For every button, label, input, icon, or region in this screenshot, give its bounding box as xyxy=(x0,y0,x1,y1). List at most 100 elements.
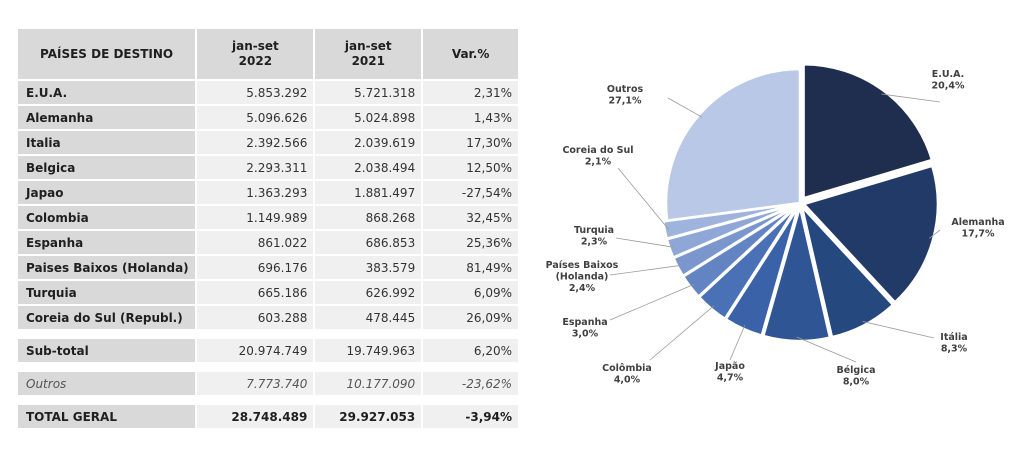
slice-label: Turquia 2,3% xyxy=(574,225,614,248)
cell-y2021: 868.268 xyxy=(313,206,422,231)
cell-y2022: 20.974.749 xyxy=(195,339,314,364)
table-body: E.U.A. 5.853.292 5.721.318 2,31% Alemanha 5.0… xyxy=(18,81,518,430)
row-separator xyxy=(18,364,518,372)
cell-y2021: 1.881.497 xyxy=(313,181,422,206)
slice-label: Colômbia 4,0% xyxy=(602,363,652,386)
slice-label: Bélgica 8,0% xyxy=(836,365,875,388)
pie-slice-it-lia xyxy=(799,202,895,339)
cell-y2022: 861.022 xyxy=(195,231,314,256)
subtotal-row: Sub-total 20.974.749 19.749.963 6,20% xyxy=(18,339,518,364)
slice-label: Itália 8,3% xyxy=(940,332,967,355)
cell-y2022: 7.773.740 xyxy=(195,372,314,397)
leader-line xyxy=(929,229,941,239)
leader-line xyxy=(649,305,715,361)
table-row: Colombia 1.149.989 868.268 32,45% xyxy=(18,206,518,231)
cell-country: Coreia do Sul (Republ.) xyxy=(18,306,196,331)
pie-slice-alemanha xyxy=(801,164,940,305)
table-header-row: PAÍSES DE DESTINO jan-set 2022 jan-set 2… xyxy=(18,29,518,81)
cell-var: 6,20% xyxy=(421,339,518,364)
table-row: Espanha 861.022 686.853 25,36% xyxy=(18,231,518,256)
leader-line xyxy=(609,264,682,276)
leader-line xyxy=(615,237,674,248)
header-country: PAÍSES DE DESTINO xyxy=(18,29,196,81)
leader-line xyxy=(862,321,935,339)
cell-y2021: 686.853 xyxy=(313,231,422,256)
slice-label: Espanha 3,0% xyxy=(562,317,607,340)
cell-y2022: 696.176 xyxy=(195,256,314,281)
cell-y2021: 2.038.494 xyxy=(313,156,422,181)
table-row: Coreia do Sul (Republ.) 603.288 478.445 26,… xyxy=(18,306,518,331)
leader-line xyxy=(796,336,857,363)
total-row: TOTAL GERAL 28.748.489 29.927.053 -3,94% xyxy=(18,405,518,430)
cell-y2021: 478.445 xyxy=(313,306,422,331)
table-row: Turquia 665.186 626.992 6,09% xyxy=(18,281,518,306)
cell-var: -27,54% xyxy=(421,181,518,206)
export-table: PAÍSES DE DESTINO jan-set 2022 jan-set 2… xyxy=(18,29,518,430)
cell-var: 17,30% xyxy=(421,131,518,156)
pie-chart: E.U.A. 20,4% Alemanha 17,7% Itália 8,3% Bélgic… xyxy=(546,62,1005,388)
table-row: Alemanha 5.096.626 5.024.898 1,43% xyxy=(18,106,518,131)
cell-y2022: 1.363.293 xyxy=(195,181,314,206)
cell-y2021: 626.992 xyxy=(313,281,422,306)
cell-country: Alemanha xyxy=(18,106,196,131)
pie-slice-b-lgica xyxy=(761,206,832,343)
cell-y2022: 2.293.311 xyxy=(195,156,314,181)
pie-slice-outros xyxy=(664,67,802,223)
leader-line xyxy=(881,93,941,103)
cell-country: TOTAL GERAL xyxy=(18,405,196,430)
slice-label: Japão 4,7% xyxy=(714,361,745,384)
cell-var: 25,36% xyxy=(421,231,518,256)
cell-y2022: 1.149.989 xyxy=(195,206,314,231)
cell-country: Turquia xyxy=(18,281,196,306)
leader-line xyxy=(729,324,746,361)
cell-country: Colombia xyxy=(18,206,196,231)
cell-var: 32,45% xyxy=(421,206,518,231)
leader-line xyxy=(617,167,669,230)
cell-y2021: 383.579 xyxy=(313,256,422,281)
cell-y2022: 5.853.292 xyxy=(195,81,314,106)
header-2021: jan-set 2021 xyxy=(313,29,422,81)
cell-var: 12,50% xyxy=(421,156,518,181)
cell-country: Espanha xyxy=(18,231,196,256)
cell-y2021: 19.749.963 xyxy=(313,339,422,364)
slice-label: Países Baixos (Holanda) 2,4% xyxy=(546,260,619,294)
others-row: Outros 7.773.740 10.177.090 -23,62% xyxy=(18,372,518,397)
cell-var: 2,31% xyxy=(421,81,518,106)
table-row: E.U.A. 5.853.292 5.721.318 2,31% xyxy=(18,81,518,106)
header-var: Var.% xyxy=(421,29,518,81)
cell-country: Belgica xyxy=(18,156,196,181)
slice-label: Coreia do Sul 2,1% xyxy=(562,145,633,168)
table-row: Paises Baixos (Holanda) 696.176 383.579 81,… xyxy=(18,256,518,281)
leader-line xyxy=(609,284,694,321)
cell-y2021: 5.721.318 xyxy=(313,81,422,106)
cell-y2022: 2.392.566 xyxy=(195,131,314,156)
leader-line xyxy=(667,97,703,118)
cell-var: -23,62% xyxy=(421,372,518,397)
cell-country: E.U.A. xyxy=(18,81,196,106)
table-row: Japao 1.363.293 1.881.497 -27,54% xyxy=(18,181,518,206)
cell-y2021: 2.039.619 xyxy=(313,131,422,156)
cell-y2022: 28.748.489 xyxy=(195,405,314,430)
cell-country: Japao xyxy=(18,181,196,206)
slice-label: E.U.A. 20,4% xyxy=(932,69,965,92)
cell-var: 26,09% xyxy=(421,306,518,331)
slice-label: Alemanha 17,7% xyxy=(951,217,1004,240)
cell-var: 1,43% xyxy=(421,106,518,131)
row-separator xyxy=(18,397,518,405)
cell-y2021: 10.177.090 xyxy=(313,372,422,397)
cell-y2022: 603.288 xyxy=(195,306,314,331)
pie-slice-coreia-do-sul xyxy=(661,202,797,241)
cell-y2021: 29.927.053 xyxy=(313,405,422,430)
cell-var: -3,94% xyxy=(421,405,518,430)
cell-country: Paises Baixos (Holanda) xyxy=(18,256,196,281)
row-separator xyxy=(18,331,518,339)
cell-var: 6,09% xyxy=(421,281,518,306)
table-row: Belgica 2.293.311 2.038.494 12,50% xyxy=(18,156,518,181)
slice-label: Outros 27,1% xyxy=(607,84,644,107)
cell-var: 81,49% xyxy=(421,256,518,281)
pie-slice-e-u-a- xyxy=(802,62,934,200)
cell-y2021: 5.024.898 xyxy=(313,106,422,131)
header-2022: jan-set 2022 xyxy=(195,29,314,81)
cell-y2022: 665.186 xyxy=(195,281,314,306)
cell-y2022: 5.096.626 xyxy=(195,106,314,131)
